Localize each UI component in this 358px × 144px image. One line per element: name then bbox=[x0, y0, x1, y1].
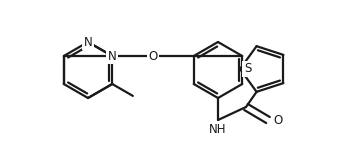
Text: N: N bbox=[108, 50, 117, 62]
Text: N: N bbox=[84, 36, 92, 49]
Text: O: O bbox=[273, 113, 282, 126]
Text: O: O bbox=[148, 50, 158, 62]
Text: NH: NH bbox=[209, 123, 227, 136]
Text: S: S bbox=[244, 62, 251, 75]
